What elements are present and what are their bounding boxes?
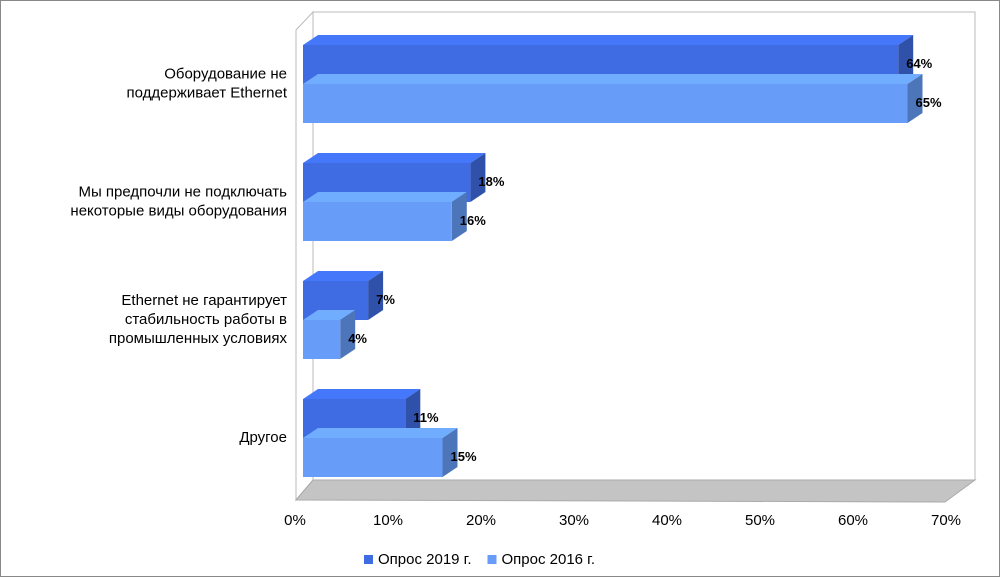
bar-top bbox=[303, 35, 914, 45]
x-tick-label: 60% bbox=[838, 512, 868, 529]
x-tick-label: 30% bbox=[559, 512, 589, 529]
bar bbox=[303, 320, 341, 359]
category-label: Другое bbox=[239, 429, 287, 446]
value-label: 18% bbox=[478, 174, 504, 189]
bar bbox=[303, 438, 443, 477]
value-label: 16% bbox=[460, 213, 486, 228]
legend-swatch bbox=[364, 555, 373, 564]
bar bbox=[303, 84, 908, 123]
bar-side bbox=[405, 389, 421, 438]
x-tick-label: 10% bbox=[373, 512, 403, 529]
x-tick-label: 50% bbox=[745, 512, 775, 529]
bar-side bbox=[907, 74, 923, 123]
bar-side bbox=[451, 192, 467, 241]
bar-side bbox=[898, 35, 914, 84]
bar-top bbox=[303, 428, 458, 438]
value-label: 15% bbox=[451, 449, 477, 464]
x-tick-label: 20% bbox=[466, 512, 496, 529]
x-tick-label: 70% bbox=[931, 512, 961, 529]
bar-side bbox=[470, 153, 486, 202]
category-label: Ethernet не гарантирует стабильность рабо… bbox=[109, 292, 288, 347]
value-label: 64% bbox=[906, 56, 932, 71]
x-tick-label: 0% bbox=[284, 512, 306, 529]
value-label: 11% bbox=[413, 410, 439, 425]
x-tick-label: 40% bbox=[652, 512, 682, 529]
legend-label: Опрос 2016 г. bbox=[502, 551, 596, 568]
bar-top bbox=[303, 192, 467, 202]
value-label: 65% bbox=[916, 95, 942, 110]
bar-side bbox=[368, 271, 384, 320]
floor bbox=[294, 479, 977, 503]
bar-top bbox=[303, 389, 421, 399]
bar-top bbox=[303, 310, 356, 320]
bar-top bbox=[303, 153, 486, 163]
category-label: Оборудование не поддерживает Ethernet bbox=[127, 65, 288, 101]
bar-side bbox=[340, 310, 356, 359]
legend-swatch bbox=[487, 555, 497, 564]
bar-top bbox=[303, 271, 384, 281]
bar-side bbox=[442, 428, 458, 477]
category-label: Мы предпочли не подключать некоторые виды… bbox=[70, 183, 287, 219]
value-label: 4% bbox=[348, 331, 367, 346]
value-label: 7% bbox=[376, 292, 395, 307]
bar bbox=[303, 202, 452, 241]
bar-top bbox=[303, 74, 923, 84]
legend-label: Опрос 2019 г. bbox=[378, 551, 472, 568]
